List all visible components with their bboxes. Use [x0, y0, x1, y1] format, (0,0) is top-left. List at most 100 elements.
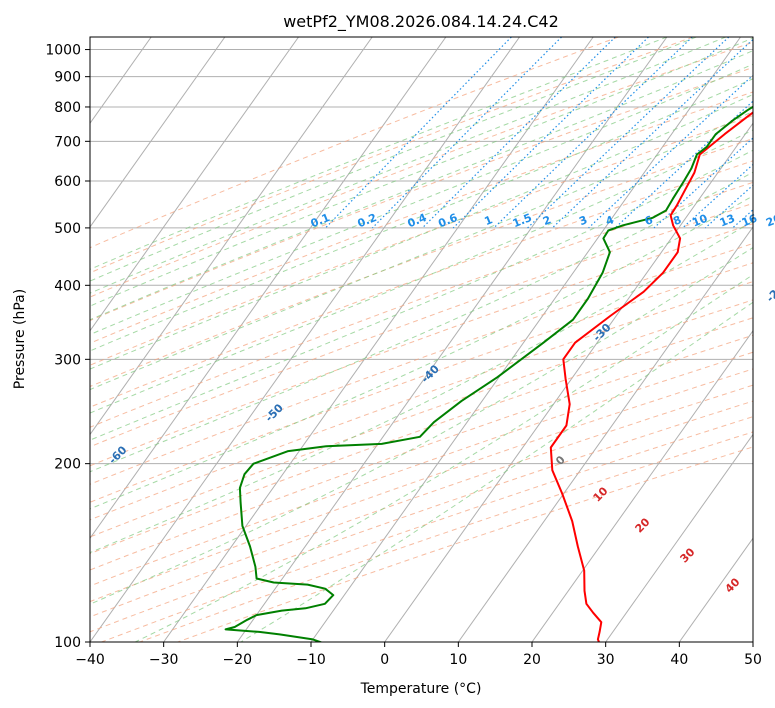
mixing-ratio-line — [452, 37, 649, 229]
isotherm-line — [90, 37, 373, 436]
y-tick-label: 800 — [54, 100, 81, 116]
isotherm-line — [90, 37, 447, 540]
moist-adiabat-line — [90, 110, 753, 391]
dry-adiabat-label: -20 — [764, 281, 775, 304]
mixing-ratio-label: 3 — [577, 213, 589, 228]
isotherm-line — [531, 329, 753, 642]
moist-adiabat-line — [90, 129, 753, 414]
mixing-ratio-line — [704, 184, 753, 229]
x-tick-label: −40 — [75, 652, 105, 668]
mixing-ratio-label: 6 — [643, 213, 655, 228]
isotherm-line — [0, 37, 4, 642]
dry-adiabat-line — [90, 37, 694, 274]
isotherm-line — [236, 37, 668, 642]
dry-adiabat-line — [90, 181, 753, 428]
moist-adiabat-line — [240, 301, 753, 642]
mixing-ratio-label: 16 — [740, 212, 759, 230]
dewpoint-profile-line — [224, 105, 753, 642]
moist-adiabat-line — [90, 93, 753, 370]
moist-adiabat-line — [90, 220, 753, 554]
mixing-ratio-label: 1 — [483, 213, 495, 228]
mixing-ratio-label: 20 — [764, 212, 775, 230]
x-tick-label: 30 — [597, 652, 615, 668]
y-tick-label: 500 — [54, 221, 81, 237]
x-tick-label: 20 — [523, 652, 541, 668]
mixing-ratio-line — [682, 163, 753, 229]
isotherm-line — [310, 37, 741, 642]
y-tick-label: 1000 — [45, 43, 81, 59]
isotherm-line — [384, 122, 753, 642]
x-tick-label: 10 — [449, 652, 467, 668]
y-tick-label: 900 — [54, 70, 81, 86]
moist-adiabat-label: 10 — [591, 484, 611, 504]
plot-frame — [89, 36, 754, 643]
y-tick-label: 600 — [54, 174, 81, 190]
dry-adiabat-line — [90, 91, 753, 344]
isotherm-line — [678, 537, 753, 642]
moist-adiabat-line — [90, 246, 753, 605]
isotherm-line — [90, 37, 299, 332]
line-labels: -100-90-80-70-60-50-40-30-20-10010203040… — [106, 211, 775, 596]
mixing-ratio-line — [493, 37, 693, 229]
dry-adiabat-line — [90, 37, 619, 249]
moist-adiabat-label: 30 — [678, 545, 698, 565]
mixing-ratio-label: 8 — [671, 213, 683, 228]
isotherm-line — [90, 37, 520, 642]
moist-adiabat-line — [90, 37, 726, 294]
y-tick-label: 400 — [54, 278, 81, 294]
dry-adiabat-line — [90, 202, 753, 448]
background-lines — [0, 37, 775, 642]
x-tick-label: −20 — [223, 652, 253, 668]
moist-adiabat-line — [90, 171, 753, 473]
dry-adiabat-line — [90, 262, 753, 503]
moist-adiabat-label: 20 — [633, 515, 653, 535]
moist-adiabat-label: 40 — [723, 575, 743, 595]
chart-title: wetPf2_YM08.2026.084.14.24.C42 — [283, 12, 559, 32]
mixing-ratio-label: 2 — [541, 213, 553, 228]
y-axis-title: Pressure (hPa) — [12, 289, 28, 389]
dry-adiabat-line — [90, 351, 753, 587]
x-tick-label: 50 — [744, 652, 762, 668]
dry-adiabat-line — [139, 431, 753, 642]
mixing-ratio-label: 13 — [718, 212, 737, 230]
moist-adiabat-line — [90, 149, 753, 441]
dry-adiabat-line — [90, 317, 753, 555]
moist-adiabat-line — [90, 195, 753, 510]
mixing-ratio-line — [371, 37, 563, 229]
y-tick-label: 300 — [54, 352, 81, 368]
x-axis-title: Temperature (°C) — [360, 681, 482, 697]
x-tick-label: −30 — [149, 652, 179, 668]
mixing-ratio-line — [614, 100, 753, 229]
y-tick-label: 200 — [54, 457, 81, 473]
isotherm-line — [163, 37, 594, 642]
y-tick-label: 700 — [54, 134, 81, 150]
mixing-ratio-line — [551, 38, 753, 229]
isotherm-line — [90, 37, 226, 228]
profile-lines — [224, 105, 753, 642]
y-tick-label: 100 — [54, 635, 81, 651]
x-tick-label: 0 — [380, 652, 389, 668]
mixing-ratio-line — [653, 137, 753, 229]
axes: −40 −30 −20 −10 0 10 20 30 40 50 1000 900 800 700 600 5… — [45, 43, 762, 668]
mixing-ratio-line — [755, 37, 775, 228]
isotherm-line — [752, 641, 753, 642]
temperature-profile-line — [549, 111, 753, 642]
isotherm-line — [605, 433, 753, 642]
dry-adiabat-line — [90, 384, 753, 618]
dry-adiabat-line — [90, 41, 753, 298]
mixing-ratio-label: 10 — [690, 212, 709, 230]
dry-adiabat-line — [90, 160, 753, 408]
moist-adiabat-line — [90, 78, 753, 352]
dry-adiabat-line — [101, 416, 753, 642]
x-tick-label: 40 — [670, 652, 688, 668]
isotherm-line — [457, 226, 753, 642]
dry-adiabat-label: -50 — [263, 401, 286, 424]
mixing-ratio-line — [732, 209, 753, 229]
dry-adiabat-line — [90, 115, 753, 366]
dry-adiabat-line — [90, 299, 753, 538]
moist-adiabat-line — [90, 37, 753, 307]
mixing-ratio-line — [325, 37, 512, 229]
dry-adiabat-line — [90, 242, 753, 485]
x-tick-label: −10 — [296, 652, 326, 668]
